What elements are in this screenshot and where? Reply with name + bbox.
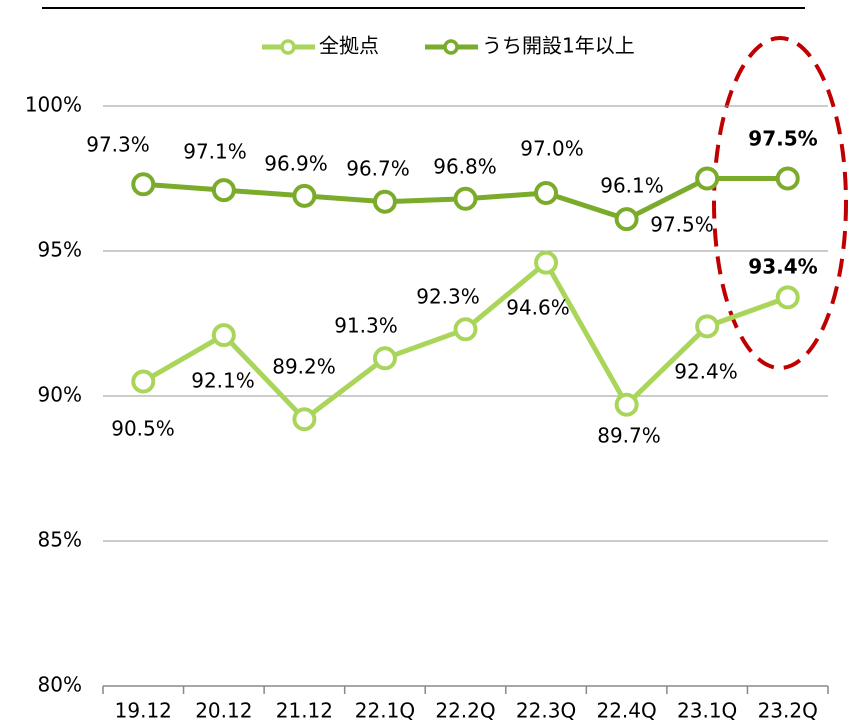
- value-label: 92.4%: [674, 360, 738, 384]
- value-label: 96.9%: [264, 152, 328, 176]
- value-label: 97.3%: [86, 133, 150, 157]
- value-label: 92.1%: [191, 369, 255, 393]
- point: [614, 207, 639, 232]
- highlight-ellipse: [712, 36, 848, 370]
- value-label: 91.3%: [334, 314, 398, 338]
- point: [695, 166, 720, 191]
- value-label: 89.2%: [272, 355, 336, 379]
- x-tick-label: 21.12: [276, 699, 333, 723]
- y-tick-label: 90%: [38, 383, 82, 407]
- point: [292, 407, 317, 432]
- x-tick-label: 22.2Q: [435, 699, 495, 723]
- value-label: 97.0%: [520, 137, 584, 161]
- legend-label: うち開設1年以上: [482, 34, 635, 58]
- point: [211, 323, 236, 348]
- y-tick-label: 80%: [38, 673, 82, 697]
- legend-marker: [443, 39, 459, 55]
- value-label: 92.3%: [416, 285, 480, 309]
- point: [131, 369, 156, 394]
- point: [453, 186, 478, 211]
- y-tick-label: 85%: [38, 528, 82, 552]
- value-label: 89.7%: [597, 424, 661, 448]
- point: [775, 285, 800, 310]
- legend-marker: [280, 39, 296, 55]
- point: [292, 183, 317, 208]
- point: [775, 166, 800, 191]
- point: [372, 189, 397, 214]
- highlight-label: 93.4%: [748, 255, 817, 279]
- point: [211, 178, 236, 203]
- x-tick-label: 23.2Q: [758, 699, 818, 723]
- x-tick-label: 19.12: [115, 699, 172, 723]
- value-label: 90.5%: [111, 417, 175, 441]
- value-label: 96.7%: [346, 157, 410, 181]
- point: [614, 392, 639, 417]
- x-tick-label: 22.4Q: [596, 699, 656, 723]
- point: [695, 314, 720, 339]
- point: [534, 181, 559, 205]
- x-tick-label: 22.1Q: [355, 699, 415, 723]
- point: [453, 317, 478, 342]
- x-tick-label: 20.12: [195, 699, 252, 723]
- value-label: 97.1%: [183, 140, 247, 164]
- value-label: 96.8%: [433, 155, 497, 179]
- x-tick-label: 22.3Q: [516, 699, 576, 723]
- x-tick-label: 23.1Q: [677, 699, 737, 723]
- value-label: 94.6%: [506, 296, 570, 320]
- point: [372, 346, 397, 371]
- y-tick-label: 100%: [25, 93, 82, 117]
- highlight-label: 97.5%: [748, 127, 817, 151]
- point: [534, 250, 559, 275]
- point: [131, 172, 156, 197]
- y-tick-label: 95%: [38, 238, 82, 262]
- value-label: 96.1%: [600, 174, 664, 198]
- legend-label: 全拠点: [319, 34, 379, 58]
- value-label: 97.5%: [650, 213, 714, 237]
